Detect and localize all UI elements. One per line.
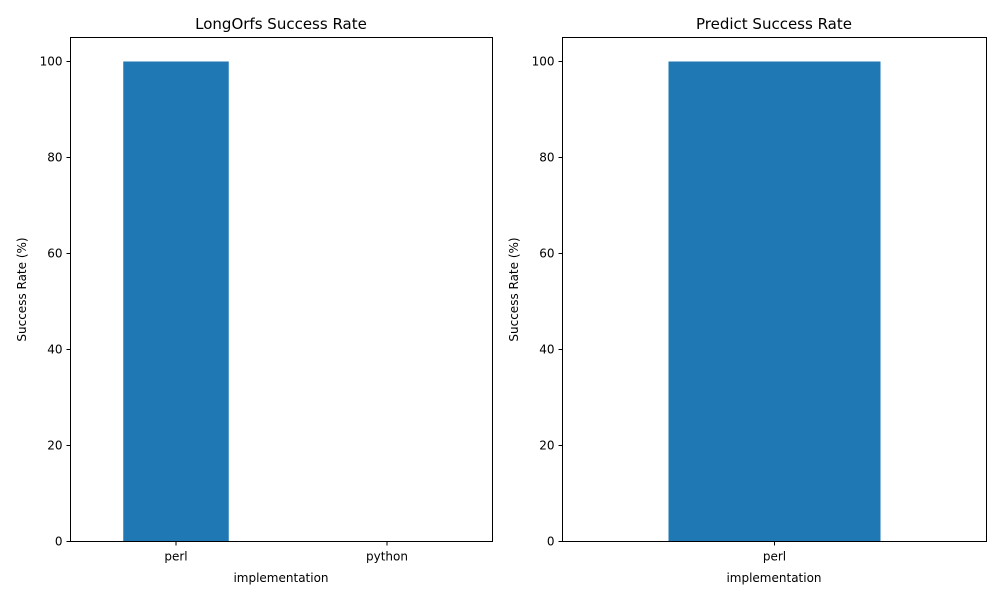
- y-tick-label: 0: [55, 535, 63, 549]
- y-tick-label: 20: [539, 439, 554, 453]
- y-tick-label: 100: [532, 55, 555, 69]
- x-axis-label: implementation: [726, 571, 821, 585]
- y-tick-label: 100: [40, 55, 63, 69]
- x-tick-label: perl: [763, 550, 786, 564]
- bar-perl: [123, 61, 229, 542]
- y-tick-label: 0: [547, 535, 555, 549]
- chart-title: LongOrfs Success Rate: [195, 15, 367, 33]
- plot-area: perl python 0 20 40 60 80 100: [40, 55, 408, 564]
- chart-predict: Predict Success Rate perl 0 20 40 60 80 100 im…: [507, 15, 987, 585]
- y-tick-label: 60: [539, 247, 554, 261]
- axes-frame: [70, 37, 493, 542]
- chart-title: Predict Success Rate: [696, 15, 852, 33]
- y-axis-label: Success Rate (%): [15, 237, 29, 341]
- y-tick-label: 40: [47, 343, 62, 357]
- y-tick-label: 80: [539, 151, 554, 165]
- chart-longorfs: LongOrfs Success Rate perl python 0 20 40 60 8…: [15, 15, 493, 585]
- x-tick-label: python: [366, 550, 408, 564]
- y-tick-label: 80: [47, 151, 62, 165]
- axes-frame: [562, 37, 987, 542]
- bar-perl: [668, 61, 881, 542]
- y-axis-label: Success Rate (%): [507, 237, 521, 341]
- y-tick-label: 40: [539, 343, 554, 357]
- x-tick-label: perl: [164, 550, 187, 564]
- y-tick-label: 20: [47, 439, 62, 453]
- plot-area: perl 0 20 40 60 80 100: [532, 55, 881, 564]
- y-tick-label: 60: [47, 247, 62, 261]
- x-axis-label: implementation: [233, 571, 328, 585]
